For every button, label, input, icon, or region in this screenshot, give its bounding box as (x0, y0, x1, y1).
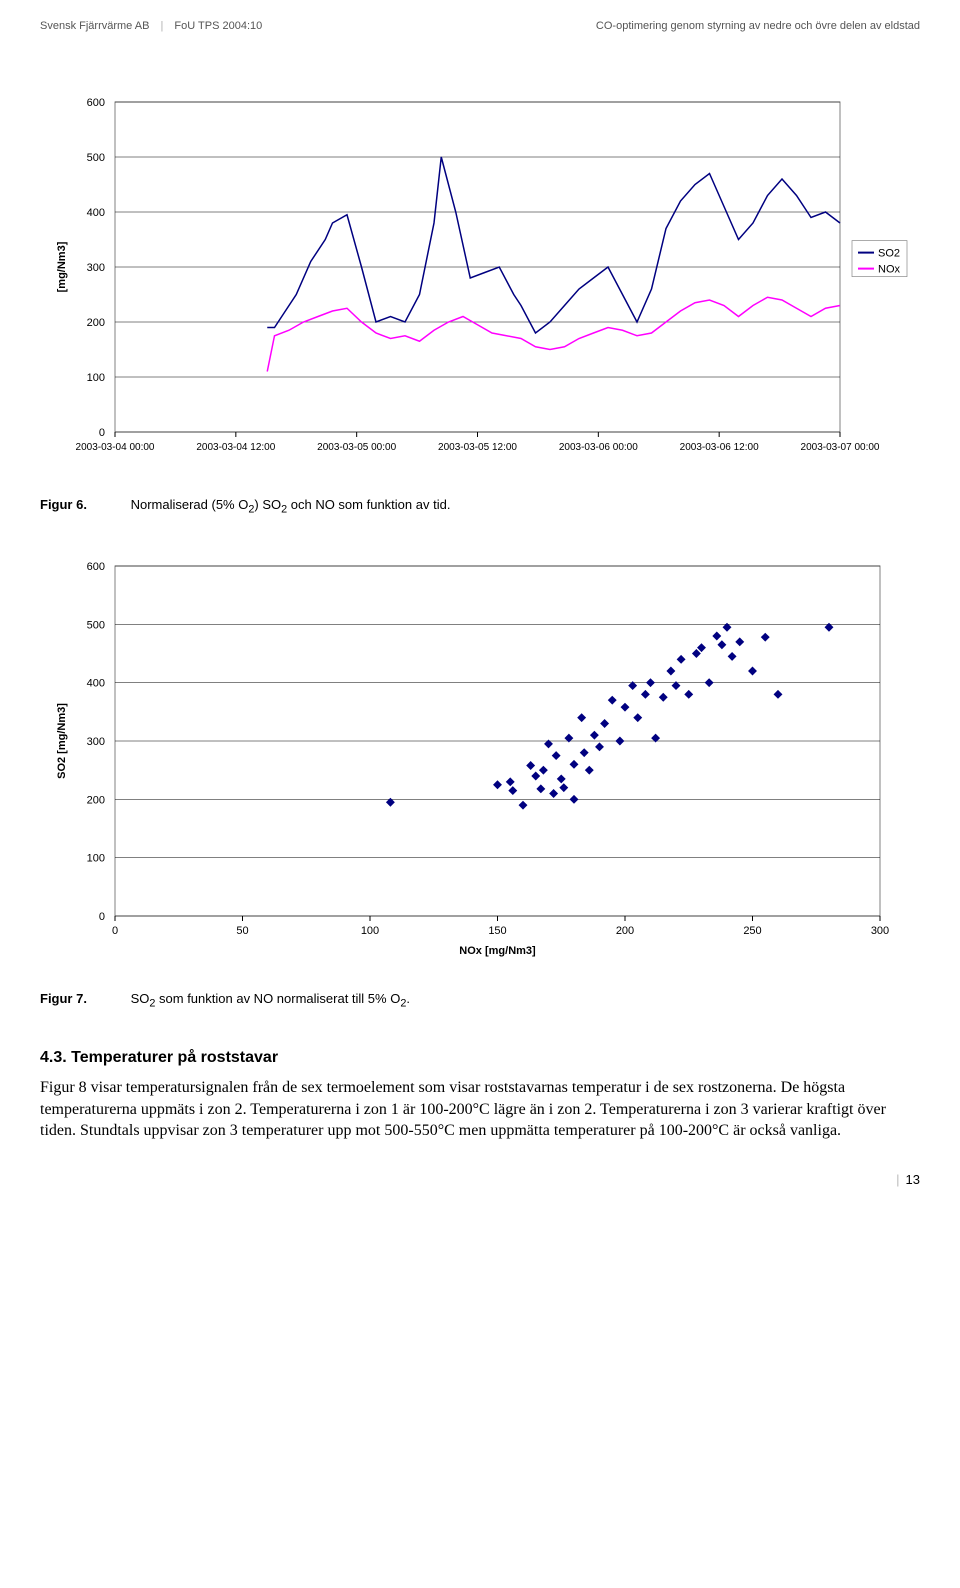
svg-text:NOx [mg/Nm3]: NOx [mg/Nm3] (459, 945, 536, 957)
svg-text:2003-03-05 12:00: 2003-03-05 12:00 (438, 442, 517, 453)
svg-text:2003-03-05 00:00: 2003-03-05 00:00 (317, 442, 396, 453)
body-paragraph: Figur 8 visar temperatursignalen från de… (40, 1077, 920, 1142)
section-number: 4.3. (40, 1049, 67, 1066)
header-doc-id: FoU TPS 2004:10 (174, 20, 262, 32)
chart-1-svg: 0 100 200 300 400 500 600 2003-03-04 00:00 2003-… (40, 92, 920, 482)
svg-text:0: 0 (99, 911, 105, 923)
figure-7-text-1: SO (131, 991, 150, 1006)
page-header: Svensk Fjärrvärme AB | FoU TPS 2004:10 C… (40, 20, 920, 32)
svg-text:200: 200 (616, 925, 634, 937)
svg-text:50: 50 (236, 925, 248, 937)
header-separator: | (160, 20, 163, 32)
figure-6-text-1: Normaliserad (5% O (131, 497, 249, 512)
svg-text:2003-03-04 12:00: 2003-03-04 12:00 (196, 442, 275, 453)
page-number-value: 13 (906, 1172, 920, 1187)
svg-text:400: 400 (87, 677, 105, 689)
figure-7-caption: Figur 7. SO2 som funktion av NO normalis… (40, 991, 920, 1010)
svg-text:0: 0 (112, 925, 118, 937)
svg-text:500: 500 (87, 152, 105, 164)
chart-2-svg: 0 100 200 300 400 500 600 0 50 100 150 200 250 300 SO2… (40, 556, 920, 976)
svg-text:SO2 [mg/Nm3]: SO2 [mg/Nm3] (56, 702, 68, 778)
figure-6-label: Figur 6. (40, 497, 87, 512)
svg-text:600: 600 (87, 97, 105, 109)
svg-text:250: 250 (743, 925, 761, 937)
header-org: Svensk Fjärrvärme AB (40, 20, 149, 32)
svg-text:500: 500 (87, 619, 105, 631)
figure-7-text-3: . (406, 991, 410, 1006)
svg-text:100: 100 (87, 852, 105, 864)
svg-text:0: 0 (99, 427, 105, 439)
svg-text:150: 150 (488, 925, 506, 937)
section-4-3-heading: 4.3. Temperaturer på roststavar (40, 1049, 920, 1067)
section-title: Temperaturer på roststavar (71, 1049, 278, 1066)
svg-text:NOx: NOx (878, 264, 901, 276)
page-number: | 13 (40, 1172, 920, 1187)
svg-text:100: 100 (361, 925, 379, 937)
svg-text:400: 400 (87, 207, 105, 219)
svg-text:300: 300 (871, 925, 889, 937)
svg-text:200: 200 (87, 317, 105, 329)
svg-text:100: 100 (87, 372, 105, 384)
svg-text:600: 600 (87, 561, 105, 573)
figure-6-caption: Figur 6. Normaliserad (5% O2) SO2 och NO… (40, 497, 920, 516)
page-number-pipe: | (896, 1172, 899, 1187)
svg-text:300: 300 (87, 736, 105, 748)
header-left: Svensk Fjärrvärme AB | FoU TPS 2004:10 (40, 20, 262, 32)
svg-text:200: 200 (87, 794, 105, 806)
figure-7-text-2: som funktion av NO normaliserat till 5% … (155, 991, 400, 1006)
chart-2-scatter: 0 100 200 300 400 500 600 0 50 100 150 200 250 300 SO2… (40, 556, 920, 981)
chart-1-line: 0 100 200 300 400 500 600 2003-03-04 00:00 2003-… (40, 92, 920, 487)
figure-7-label: Figur 7. (40, 991, 87, 1006)
svg-text:2003-03-04 00:00: 2003-03-04 00:00 (76, 442, 155, 453)
svg-text:SO2: SO2 (878, 248, 900, 260)
svg-text:2003-03-07 00:00: 2003-03-07 00:00 (801, 442, 880, 453)
header-title: CO-optimering genom styrning av nedre oc… (596, 20, 920, 32)
svg-text:2003-03-06 12:00: 2003-03-06 12:00 (680, 442, 759, 453)
svg-text:[mg/Nm3]: [mg/Nm3] (56, 241, 68, 292)
figure-6-text-2: ) SO (254, 497, 281, 512)
svg-text:2003-03-06 00:00: 2003-03-06 00:00 (559, 442, 638, 453)
figure-6-text-3: och NO som funktion av tid. (287, 497, 450, 512)
svg-text:300: 300 (87, 262, 105, 274)
